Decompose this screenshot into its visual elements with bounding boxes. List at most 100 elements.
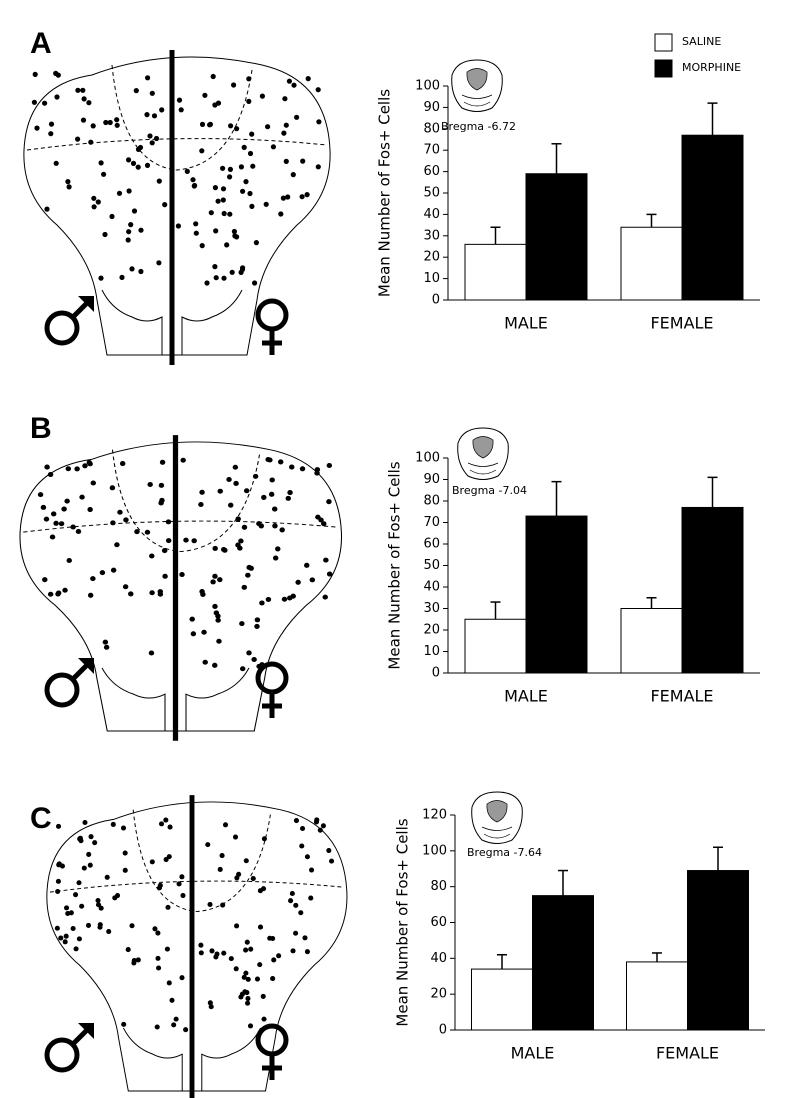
legend-label: MORPHINE: [682, 61, 741, 74]
cell-dot: [176, 881, 182, 887]
cell-dot: [191, 538, 197, 544]
y-tick-label: 80: [423, 121, 440, 136]
y-tick-label: 80: [423, 494, 440, 509]
cell-dot: [65, 179, 71, 185]
cell-dot: [122, 584, 129, 590]
cell-dot: [32, 71, 38, 77]
cell-dot: [129, 266, 135, 272]
cell-dot: [268, 491, 275, 497]
cell-dot: [90, 480, 97, 486]
cell-dot: [199, 243, 205, 249]
cell-dot: [70, 926, 76, 932]
cell-dot: [126, 157, 132, 163]
cell-dot: [62, 587, 68, 593]
cell-dot: [156, 178, 162, 184]
cell-dot: [91, 195, 97, 201]
cell-dot: [103, 119, 109, 126]
cell-dot: [144, 162, 151, 168]
cell-dot: [210, 73, 216, 80]
y-tick-label: 0: [432, 293, 440, 308]
cell-dot: [217, 488, 223, 494]
cell-dot: [238, 538, 244, 544]
cell-dot: [180, 893, 186, 899]
cell-dot: [318, 517, 324, 523]
cell-dot: [281, 130, 287, 136]
cell-dot: [65, 910, 71, 917]
bar: [620, 226, 683, 301]
cell-dot: [109, 213, 115, 220]
cell-dot: [326, 499, 332, 505]
cell-dot: [98, 905, 104, 911]
cell-dot: [149, 90, 155, 96]
cell-dot: [156, 260, 162, 266]
cell-dot: [250, 876, 256, 882]
cell-dot: [280, 195, 286, 201]
cell-dot: [248, 946, 254, 952]
cell-dot: [80, 117, 87, 123]
cell-dot: [243, 947, 249, 953]
cell-dot: [241, 974, 247, 980]
cell-dot: [261, 494, 267, 500]
male-symbol: [47, 296, 94, 343]
cell-dot: [128, 222, 134, 228]
cell-dot: [245, 996, 251, 1002]
cell-dot: [152, 926, 158, 932]
y-tick-label: 90: [423, 472, 440, 487]
cell-dot: [135, 957, 141, 963]
cell-dot: [298, 910, 304, 916]
cell-dot: [147, 133, 153, 139]
cell-dot: [88, 834, 94, 840]
cell-dot: [234, 126, 240, 132]
cell-dot: [288, 898, 294, 904]
female-symbol: [258, 664, 286, 718]
y-tick-label: 0: [439, 1023, 447, 1038]
y-tick-label: 60: [430, 915, 447, 930]
cell-dot: [76, 936, 82, 942]
cell-dot: [87, 862, 93, 868]
cell-dot: [70, 524, 76, 530]
cell-dot: [234, 923, 240, 929]
y-tick-label: 120: [422, 808, 447, 823]
bar: [681, 134, 744, 301]
cell-dot: [245, 976, 251, 982]
cell-dot: [293, 818, 300, 824]
cell-dot: [179, 975, 185, 981]
cell-dot: [219, 853, 225, 859]
panel-letter: B: [30, 412, 52, 445]
cell-dot: [246, 98, 252, 104]
cell-dot: [201, 629, 207, 635]
cell-dot: [81, 96, 87, 102]
male-symbol: [47, 1023, 94, 1070]
y-tick-label: 70: [423, 515, 440, 530]
cell-dot: [126, 188, 132, 194]
cell-dot: [161, 548, 168, 554]
cell-dot: [76, 880, 82, 886]
y-tick-label: 20: [423, 623, 440, 638]
cell-dot: [226, 476, 232, 483]
cell-dot: [231, 82, 237, 88]
cell-dot: [156, 885, 163, 891]
cell-dot: [227, 502, 234, 508]
cell-dot: [202, 659, 208, 665]
cell-dot: [44, 464, 50, 470]
cell-dot: [212, 185, 218, 191]
y-tick-label: 90: [423, 100, 440, 115]
cell-dot: [299, 466, 306, 472]
cell-dot: [166, 854, 172, 860]
cell-dot: [99, 570, 106, 576]
y-axis-label: Mean Number of Fos+ Cells: [376, 89, 394, 297]
y-tick-label: 10: [423, 271, 440, 286]
cell-dot: [326, 462, 333, 469]
cell-dot: [228, 123, 234, 129]
brain-diagram-a: [24, 50, 330, 365]
cell-dot: [176, 97, 183, 103]
legend-swatch: [654, 59, 673, 78]
inset-label: Bregma -7.64: [467, 846, 542, 859]
x-tick-label: FEMALE: [650, 687, 713, 706]
cell-dot: [125, 947, 131, 953]
cell-dot: [252, 280, 258, 286]
cell-dot: [199, 121, 206, 127]
y-tick-label: 40: [423, 580, 440, 595]
cell-dot: [198, 950, 204, 956]
cell-dot: [158, 500, 164, 506]
